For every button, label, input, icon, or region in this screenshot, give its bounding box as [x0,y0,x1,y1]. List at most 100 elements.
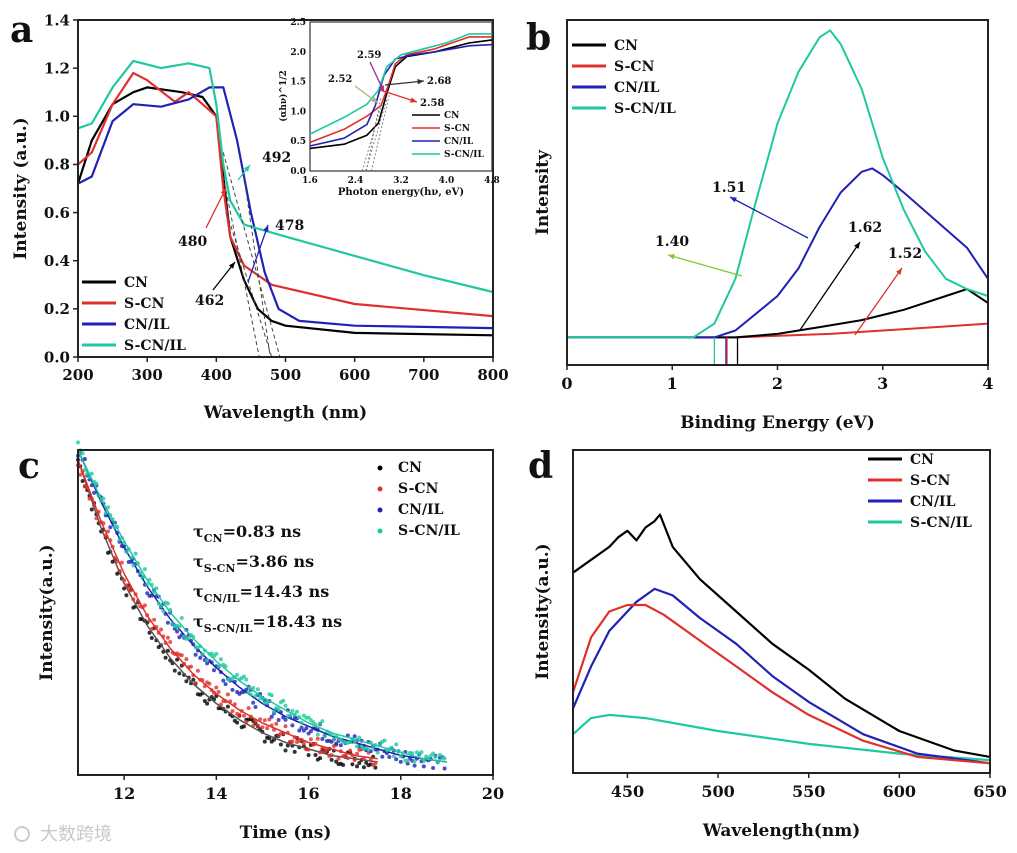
panel-a-series-CN/IL [77,86,494,330]
panel-c-point-S-CN/IL [320,719,325,724]
panel-c-ylabel: Intensity(a.u.) [37,544,57,680]
tau-symbol: τ [193,582,204,601]
panel-c-point-S-CN [78,472,83,477]
panel-a-annotation: 492 [262,150,291,166]
panel-c-point-CN/IL [442,766,447,771]
panel-d-frame [572,449,991,774]
panel-c-point-S-CN [168,640,173,644]
panel-c-point-S-CN [244,720,249,724]
panel-c-point-S-CN [218,702,223,707]
panel-a-annotation: 462 [195,293,224,309]
panel-c-point-CN [147,630,152,635]
panel-c-legend-marker [377,507,383,513]
panel-c-point-S-CN [152,617,157,622]
panel-c-point-CN/IL [92,490,97,495]
panel-a-xtick-label: 700 [408,366,439,384]
inset-legend-label: CN [444,111,459,121]
panel-a-ytick-label: 0.2 [44,300,70,318]
panel-c-point-CN [373,765,378,770]
panel-a-ytick-label: 0.6 [44,204,70,222]
panel-c-point-S-CN [318,750,323,755]
panel-c-point-S-CN [131,597,136,602]
panel-c-point-S-CN [343,753,348,758]
panel-c-point-S-CN [149,627,154,631]
panel-c-point-CN/IL [431,766,436,770]
panel-c-point-CN/IL [82,457,87,461]
panel-c-point-S-CN/IL [154,586,159,591]
inset-legend-label: S-CN/IL [444,150,484,160]
panel-a-xtick-label: 500 [270,366,301,384]
panel-c-point-CN [89,507,94,512]
panel-b-legend-label: CN [614,38,638,54]
panel-b-xtick-label: 4 [982,374,993,393]
panel-b-arrow-1.62 [799,241,861,331]
panel-c-point-S-CN [274,721,279,726]
panel-c-point-CN/IL [108,525,113,530]
panel-d-ylabel: Intensity(a.u.) [533,543,553,679]
inset-xtick-label: 1.6 [302,176,318,186]
panel-c-point-S-CN/IL [200,652,205,657]
inset-legend-label: S-CN [444,124,470,134]
panel-c-point-CN [225,704,230,709]
panel-a-ytick-label: 1.4 [44,11,70,29]
panel-c-point-S-CN/IL [355,744,359,749]
panel-c-point-S-CN/IL [242,674,246,679]
panel-c-point-CN/IL [412,763,417,768]
panel-b-annotation: 1.52 [888,246,922,262]
panel-c-legend-marker [377,528,383,534]
panel-c-point-CN/IL [338,743,343,748]
panel-letter-b: b [526,17,551,59]
inset-arrow-head [371,96,378,103]
panel-c-point-CN/IL [172,626,177,631]
panel-a-xlabel: Wavelength (nm) [203,403,367,423]
panel-c-point-CN [149,636,154,640]
panel-b-arrow-1.52-head [896,268,902,275]
panel-d-series-CN/IL [571,587,991,765]
panel-c-point-S-CN/IL [419,750,424,755]
lifetime-value: =18.43 ns [252,612,342,631]
panel-c-xlabel: Time (ns) [240,823,332,843]
panel-a-arrow-492-head [243,165,250,172]
panel-a-series-S-CN [77,71,494,318]
panel-c-point-S-CN [251,723,256,728]
panel-c-point-S-CN/IL [391,754,396,759]
panel-c-point-S-CN [373,761,378,766]
inset-annotation: 2.52 [328,74,352,85]
panel-c-point-S-CN/IL [375,750,380,755]
panel-c-point-S-CN/IL [269,693,274,698]
panel-c-point-CN [283,748,288,753]
inset-annotation: 2.59 [357,50,381,61]
panel-c-point-S-CN/IL [235,672,240,677]
panel-c-point-S-CN/IL [103,511,108,516]
panel-c-xtick-label: 14 [205,784,227,803]
panel-c-point-S-CN [345,756,350,761]
panel-c-point-S-CN/IL [398,754,403,759]
inset-series-CN/IL [309,43,493,147]
panel-c-point-CN [267,736,272,741]
panel-d-legend-label: CN/IL [910,494,956,510]
panel-c-point-S-CN/IL [265,700,270,705]
inset-series-CN [309,39,493,150]
tau-symbol: τ [193,612,204,631]
panel-c-point-CN/IL [334,741,339,746]
tau-symbol: τ [193,552,204,571]
panel-c-point-CN [122,586,127,591]
panel-b-ylabel: Intensity [533,149,553,235]
panel-c-point-CN/IL [297,728,302,733]
panel-b-legend-label: S-CN/IL [614,101,676,117]
panel-c-point-S-CN/IL [331,737,336,742]
panel-c-legend-label: S-CN [398,481,439,497]
panel-c-point-CN [163,655,168,660]
panel-c-legend-marker [377,465,383,471]
panel-c-point-CN [341,763,346,767]
panel-c-point-S-CN/IL [253,693,258,698]
panel-c-point-S-CN [308,737,313,742]
panel-c-point-S-CN/IL [315,732,320,737]
panel-a-annotation: 478 [275,218,304,234]
panel-b-arrow-1.51 [729,196,809,239]
panel-d-legend-label: S-CN [910,473,951,489]
panel-c-point-S-CN/IL [382,738,387,743]
panel-c-point-S-CN [214,685,219,690]
panel-c-point-S-CN/IL [89,471,94,476]
